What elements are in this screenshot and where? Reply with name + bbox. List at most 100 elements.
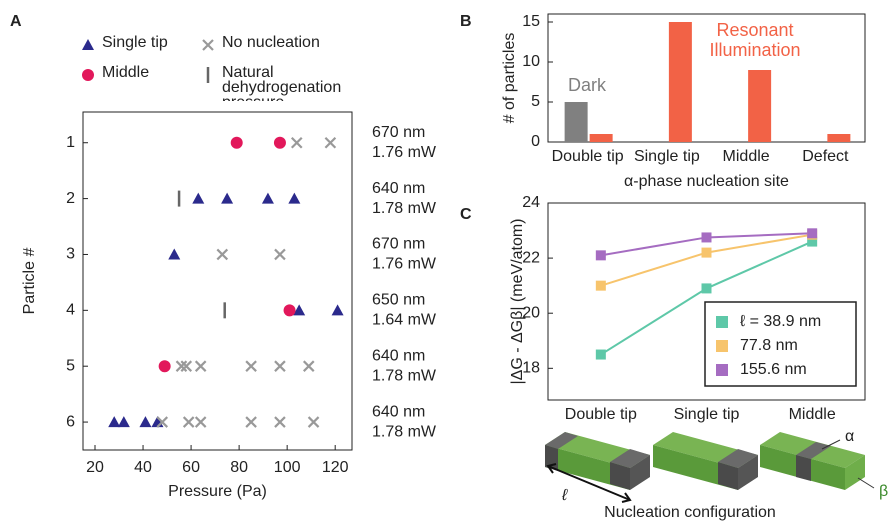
x-tick-label: Middle xyxy=(789,406,836,423)
triangle-marker xyxy=(192,192,205,204)
x-marker xyxy=(180,360,193,372)
wavelength-label: 670 nm xyxy=(372,236,425,253)
triangle-marker xyxy=(261,192,274,204)
plot-frame xyxy=(547,202,866,401)
point-marker xyxy=(701,283,712,294)
y-tick-label: 20 xyxy=(522,304,540,321)
x-marker xyxy=(324,136,337,149)
y-tick-label: 4 xyxy=(66,302,75,319)
wavelength-label: 640 nm xyxy=(372,180,425,197)
x-axis-label: Nucleation configuration xyxy=(604,504,776,521)
circle-marker xyxy=(230,136,243,149)
plot-frame xyxy=(547,13,866,143)
x-tick-label: 20 xyxy=(86,459,104,476)
rod-single-tip xyxy=(653,432,758,490)
y-tick-label: 24 xyxy=(522,194,540,211)
triangle-marker xyxy=(288,192,301,204)
length-label: ℓ xyxy=(561,487,568,504)
triangle-marker xyxy=(221,192,234,204)
y-axis-label: Particle # xyxy=(21,248,38,315)
triangle-marker xyxy=(139,416,152,428)
legend-label-box: Resonant Illumination xyxy=(709,20,801,60)
y-axis-label: |ΔG - ΔGβ| (meV/atom) xyxy=(509,218,526,384)
alpha-label: α xyxy=(845,428,854,445)
x-marker xyxy=(274,248,286,261)
bar xyxy=(668,22,692,142)
x-marker xyxy=(302,360,315,372)
point-marker xyxy=(595,280,606,291)
legend-swatch xyxy=(716,316,728,328)
x-tick-label: Defect xyxy=(802,148,849,165)
x-marker xyxy=(156,416,169,428)
bar xyxy=(589,134,613,142)
triangle-marker xyxy=(108,416,121,428)
point-marker xyxy=(595,250,606,261)
x-marker xyxy=(245,416,257,428)
triangle-marker xyxy=(117,416,130,428)
legend-label: Middle xyxy=(102,65,150,81)
beta-leader xyxy=(857,477,875,489)
circle-marker xyxy=(283,304,296,317)
circle-marker xyxy=(158,360,171,373)
power-label: 1.64 mW xyxy=(372,312,437,329)
y-tick-label: 1 xyxy=(66,134,75,151)
beta-label: β xyxy=(879,483,888,500)
x-marker xyxy=(216,248,229,261)
point-marker xyxy=(701,232,712,243)
x-tick-label: Single tip xyxy=(634,148,700,165)
x-tick-label: 60 xyxy=(182,459,200,476)
legend-label: Natural dehydrogenation pressure xyxy=(222,65,342,101)
x-marker xyxy=(194,416,207,428)
x-marker xyxy=(274,360,286,372)
wavelength-label: 640 nm xyxy=(372,347,425,364)
y-tick-label: 6 xyxy=(66,413,75,430)
x-tick-label: 80 xyxy=(230,459,248,476)
rod-middle xyxy=(760,432,865,490)
power-label: 1.76 mW xyxy=(372,144,437,161)
point-marker xyxy=(595,349,606,360)
legend-marker xyxy=(82,39,94,50)
legend-label: 155.6 nm xyxy=(740,361,807,378)
x-axis-label: α-phase nucleation site xyxy=(624,173,789,190)
legend-label-box: Middle xyxy=(102,65,150,81)
wavelength-label: 640 nm xyxy=(372,403,425,420)
y-tick-label: 0 xyxy=(531,133,540,150)
legend-label-box: Dark xyxy=(568,78,606,94)
x-marker xyxy=(175,360,188,372)
y-tick-label: 15 xyxy=(522,13,540,30)
x-tick-label: Single tip xyxy=(674,406,740,423)
y-tick-label: 3 xyxy=(66,246,75,263)
bar xyxy=(748,70,772,142)
legend-label-box: No nucleation xyxy=(222,35,320,51)
x-marker xyxy=(307,416,320,428)
x-marker xyxy=(245,360,257,372)
legend-swatch xyxy=(716,364,728,376)
y-axis-label: # of particles xyxy=(501,33,518,124)
x-tick-label: 100 xyxy=(274,459,301,476)
panel-label: A xyxy=(10,13,22,30)
power-label: 1.78 mW xyxy=(372,200,437,217)
legend-marker xyxy=(82,69,94,81)
y-tick-label: 18 xyxy=(522,360,540,377)
y-tick-label: 5 xyxy=(66,357,75,374)
length-arrow xyxy=(546,463,632,503)
legend-box xyxy=(704,301,857,387)
x-tick-label: Double tip xyxy=(552,148,624,165)
legend-label: Resonant Illumination xyxy=(709,20,801,60)
x-tick-label: 120 xyxy=(322,459,349,476)
x-tick-label: 40 xyxy=(134,459,152,476)
y-tick-label: 22 xyxy=(522,249,540,266)
panel-label: B xyxy=(460,13,472,30)
triangle-marker xyxy=(293,304,306,316)
x-axis-label: Pressure (Pa) xyxy=(168,483,267,500)
y-tick-label: 10 xyxy=(522,53,540,70)
legend-label: Single tip xyxy=(102,35,168,51)
legend-label: No nucleation xyxy=(222,35,320,51)
y-tick-label: 2 xyxy=(66,190,75,207)
legend-marker xyxy=(202,39,214,51)
bar xyxy=(827,134,851,142)
legend-label-box: Natural dehydrogenation pressure xyxy=(222,65,342,101)
panel-label: C xyxy=(460,206,472,223)
bar xyxy=(564,102,588,142)
